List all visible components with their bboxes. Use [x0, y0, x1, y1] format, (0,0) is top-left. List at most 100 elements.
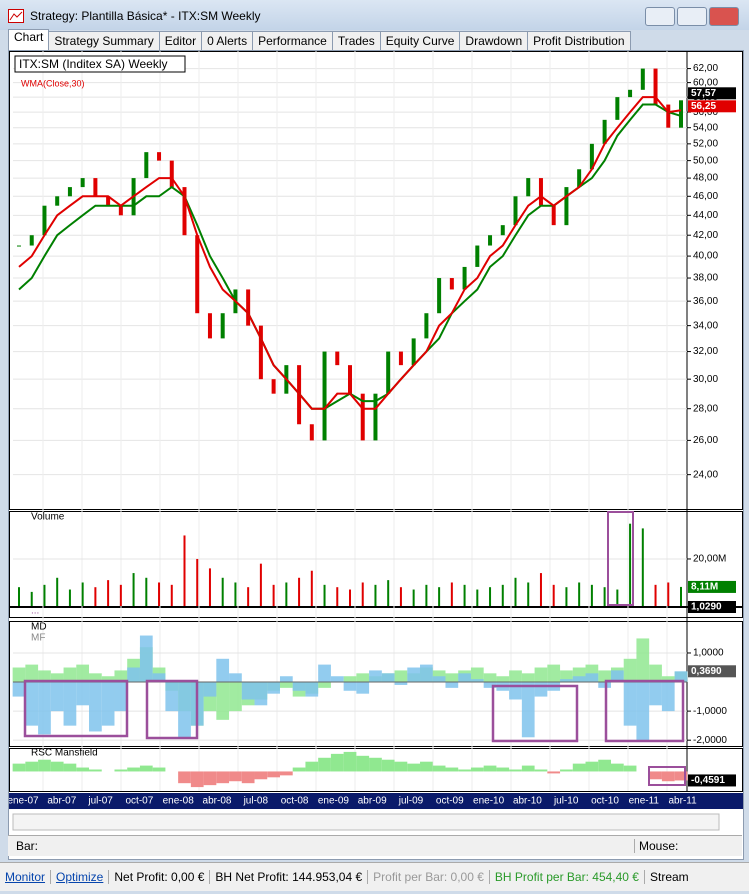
tab[interactable]: Performance [252, 31, 333, 50]
rsc-area [381, 759, 395, 772]
rsc-area [241, 771, 255, 784]
candle [207, 313, 212, 339]
scrollbar[interactable] [12, 813, 720, 831]
volume-bar [476, 589, 479, 606]
tab[interactable]: Trades [331, 31, 381, 50]
mf-area [445, 673, 459, 683]
volume-bar [18, 587, 20, 606]
y-tick-label: 38,00 [693, 273, 718, 284]
y-tick-label: 20,00M [693, 554, 726, 565]
md-area [127, 667, 140, 683]
profit-per-bar: Profit per Bar: 0,00 € [368, 870, 490, 884]
candle [258, 325, 263, 380]
panel-title: MD [31, 622, 47, 633]
md-area [343, 682, 357, 691]
volume-bar [565, 587, 568, 606]
stream-button[interactable]: Stream [649, 870, 689, 884]
mf-area [216, 682, 230, 720]
y-tick-label: 60,00 [693, 77, 718, 88]
mf-area [318, 682, 331, 688]
md-area [101, 682, 115, 726]
y-tick-label: -2,0000 [693, 735, 727, 746]
volume-bar [221, 577, 224, 606]
x-tick-label: jul-07 [87, 796, 113, 807]
md-area [216, 658, 230, 683]
volume-bar [552, 584, 555, 606]
volume-bar [603, 587, 606, 606]
maximize-button[interactable] [677, 7, 707, 26]
candle [322, 351, 327, 441]
panel-frame [9, 748, 743, 792]
rsc-area [89, 769, 102, 772]
x-axis-band [9, 793, 743, 809]
md-area [50, 682, 64, 712]
panel-title: RSC Mansfield [31, 748, 98, 759]
md-area [114, 682, 128, 712]
monitor-link[interactable]: Monitor [0, 870, 52, 884]
tab[interactable]: Chart [8, 29, 50, 51]
rsc-area [509, 769, 522, 772]
tab[interactable]: 0 Alerts [201, 31, 254, 50]
symbol-label: ITX:SM (Inditex SA) Weekly [19, 57, 167, 71]
mf-area [12, 667, 26, 683]
tab[interactable]: Profit Distribution [527, 31, 631, 50]
optimize-link[interactable]: Optimize [51, 870, 110, 884]
mf-area [279, 682, 293, 688]
rsc-area [178, 771, 191, 784]
panel-frame [9, 621, 743, 747]
md-area [509, 682, 522, 700]
md-area [407, 667, 421, 683]
x-tick-label: oct-10 [591, 796, 619, 807]
volume-bar [272, 584, 275, 606]
tab[interactable]: Equity Curve [379, 31, 461, 50]
rsc-area [25, 761, 39, 772]
x-tick-label: ene-11 [629, 796, 660, 807]
md-area [534, 682, 548, 697]
annotation-box [23, 679, 129, 738]
y-tick-label: 46,00 [693, 191, 718, 202]
minimize-button[interactable] [645, 7, 675, 26]
x-tick-label: oct-07 [126, 796, 154, 807]
ma-line [18, 103, 682, 410]
volume-bar [629, 523, 632, 606]
tab[interactable]: Strategy Summary [48, 31, 160, 50]
rsc-area [560, 769, 573, 772]
y-tick-label: 50,00 [693, 155, 718, 166]
volume-bar [399, 587, 402, 606]
x-tick-label: abr-11 [669, 796, 698, 807]
md-area [572, 676, 586, 683]
candle [449, 278, 454, 290]
close-button[interactable] [709, 7, 739, 26]
volume-bar [119, 584, 122, 606]
rsc-area [598, 759, 611, 772]
volume-bar [183, 535, 186, 606]
value-label: 57,57 [691, 88, 716, 99]
volume-bar [527, 582, 530, 606]
mf-area [521, 673, 535, 683]
rsc-area [63, 763, 77, 772]
mf-area [509, 670, 522, 683]
mf-area [534, 667, 548, 683]
rsc-area [292, 767, 306, 772]
candle [679, 100, 683, 128]
candle [488, 235, 493, 246]
rsc-area [649, 771, 662, 780]
candle [348, 365, 352, 394]
candle [602, 119, 607, 144]
tab[interactable]: Drawdown [459, 31, 529, 50]
rsc-area [661, 771, 675, 782]
candle [182, 187, 187, 236]
mf-area [560, 670, 573, 683]
rsc-area [458, 769, 471, 772]
y-tick-label: 44,00 [693, 210, 718, 221]
rsc-area [369, 757, 382, 772]
md-area [25, 682, 39, 726]
annotation-box [604, 679, 685, 743]
bh-profit-per-bar: BH Profit per Bar: 454,40 € [490, 870, 645, 884]
volume-bar [361, 582, 364, 606]
md-area [445, 682, 459, 688]
candle [67, 187, 72, 197]
rsc-area [356, 755, 370, 772]
tab[interactable]: Editor [158, 31, 203, 50]
candle [195, 235, 200, 314]
